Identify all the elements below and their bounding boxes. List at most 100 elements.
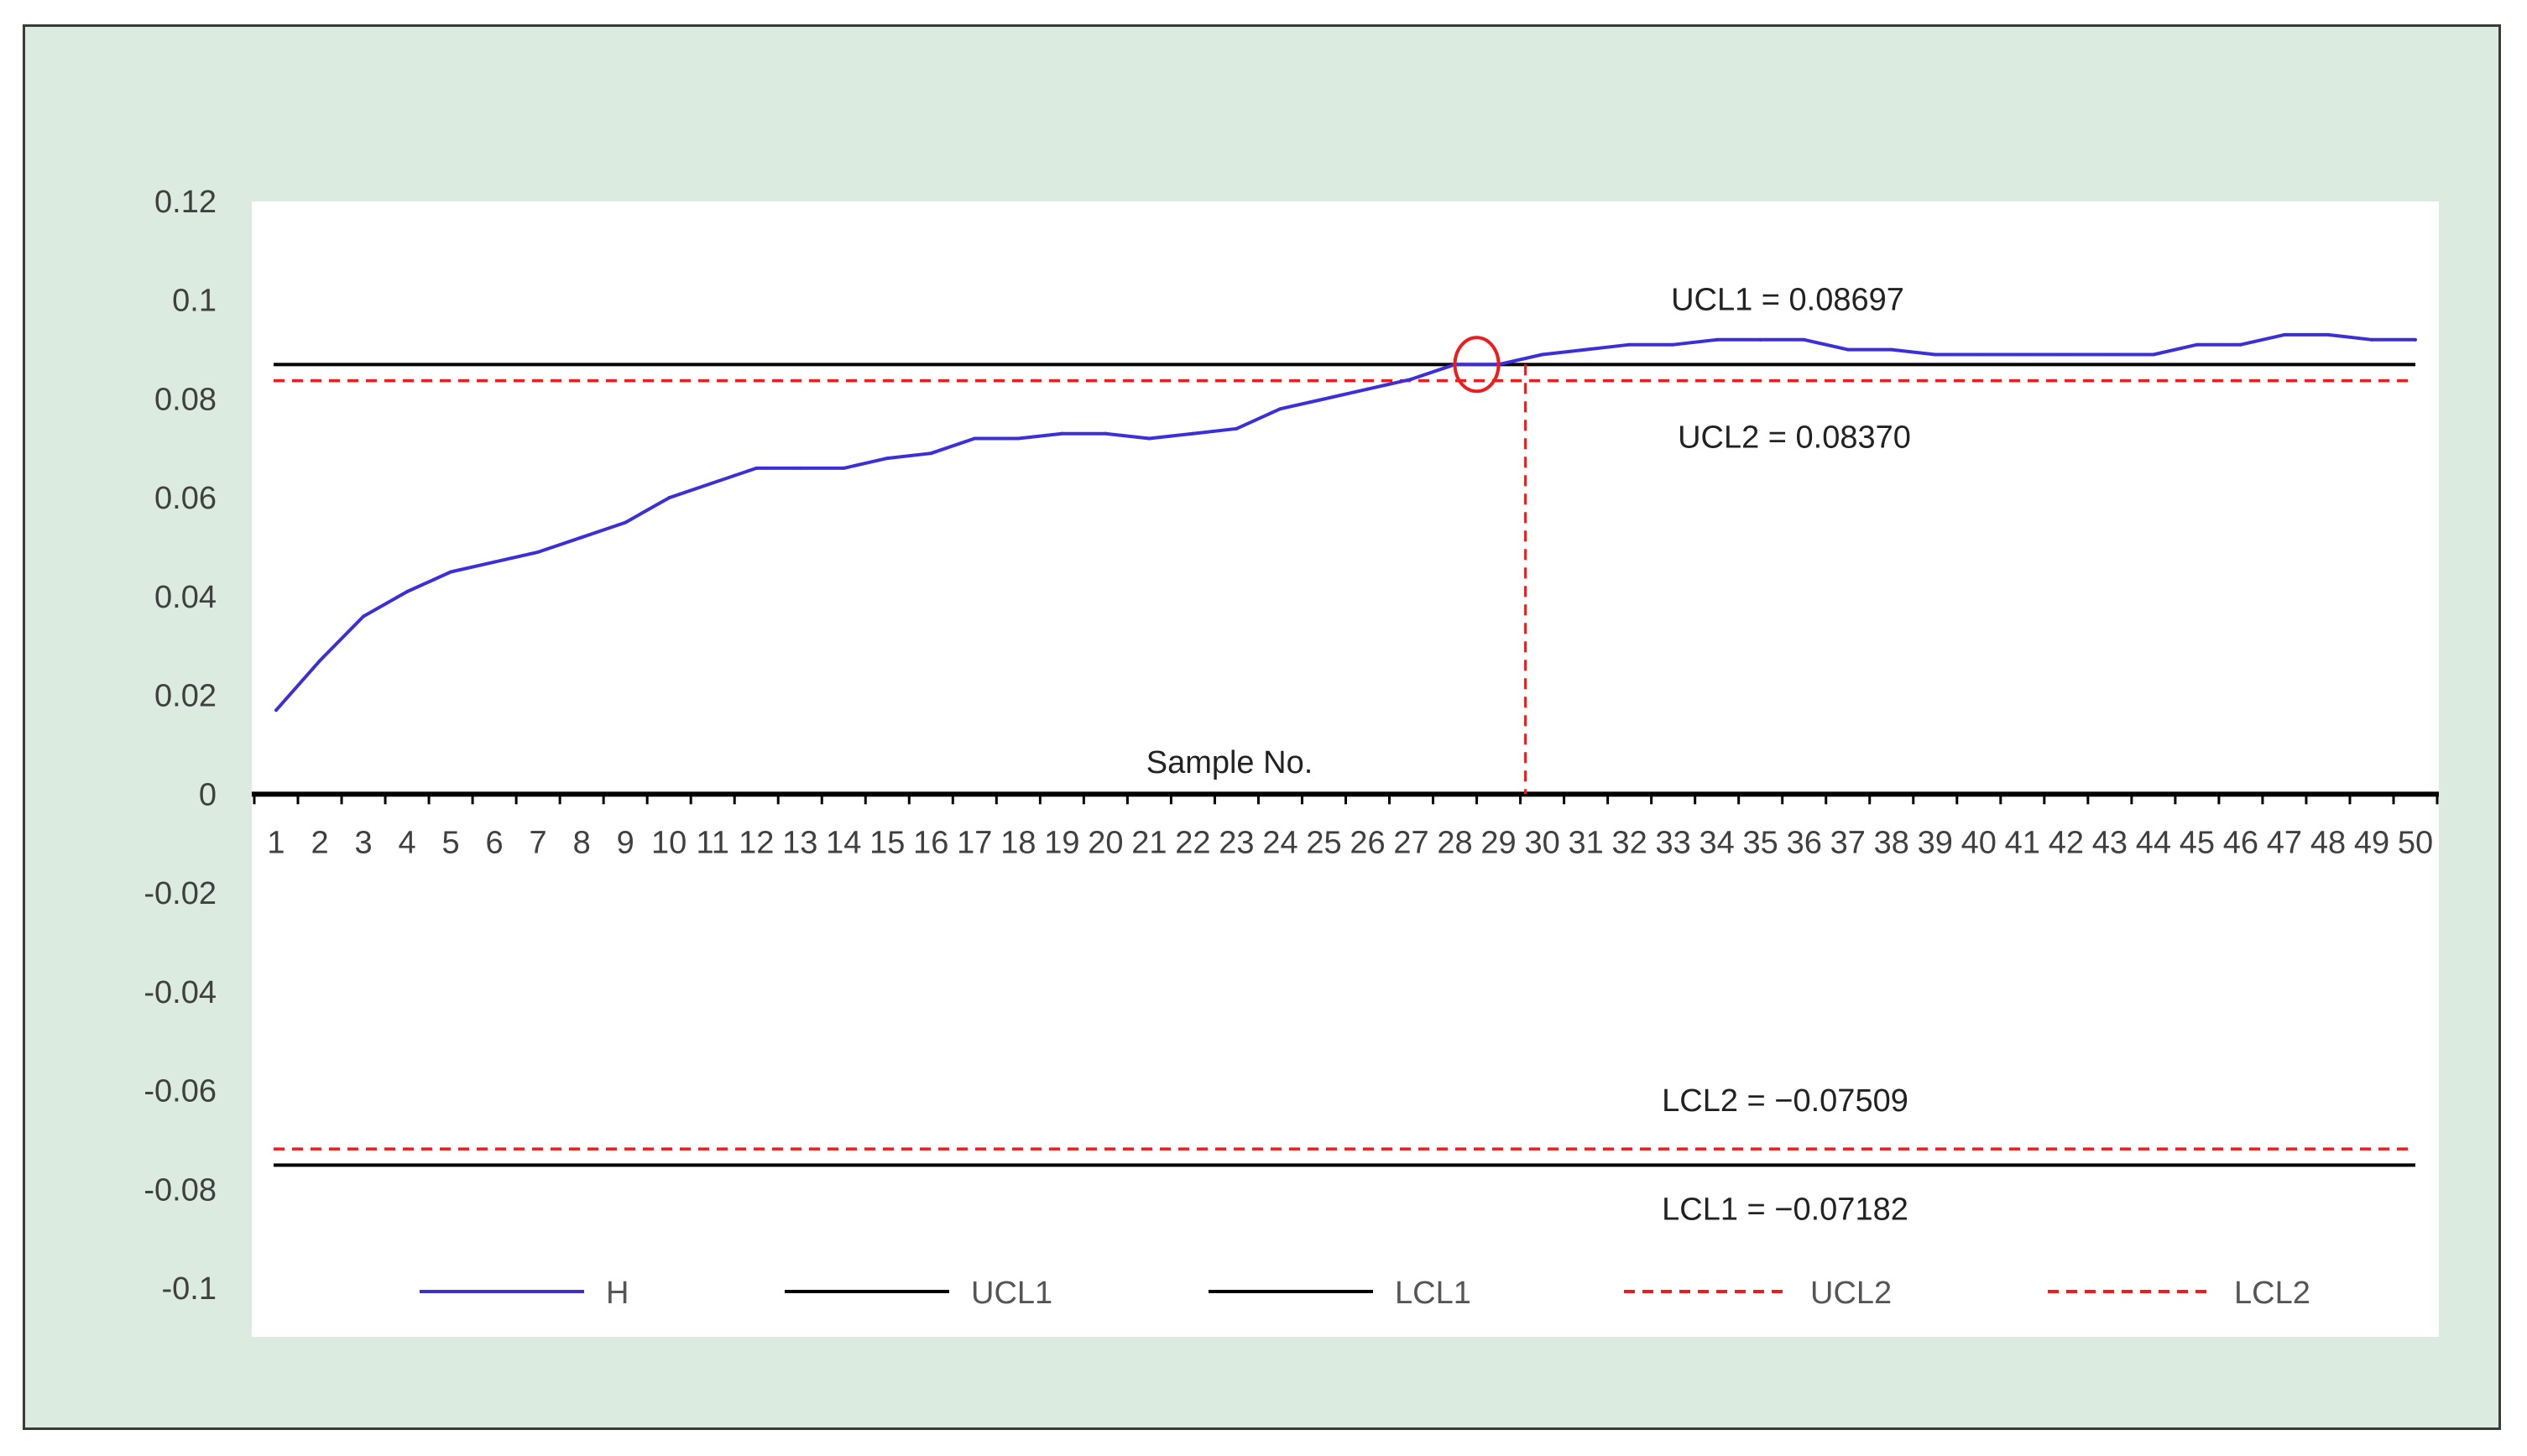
x-tick-label: 5	[442, 825, 460, 860]
x-tick-label: 6	[486, 825, 504, 860]
series-h-point	[2064, 352, 2068, 357]
series-h-point	[2151, 352, 2155, 357]
legend-label: H	[606, 1276, 629, 1311]
series-h-point	[1671, 342, 1675, 347]
x-axis-title: Sample No.	[1146, 745, 1313, 780]
series-h-point	[536, 550, 540, 554]
x-tick-label: 14	[826, 825, 861, 860]
x-tick-label: 29	[1480, 825, 1516, 860]
x-tick-label: 20	[1088, 825, 1123, 860]
series-h-point	[885, 457, 890, 461]
series-h-point	[711, 481, 715, 485]
series-h-point	[1191, 431, 1195, 436]
x-tick-label: 19	[1044, 825, 1079, 860]
x-tick-label: 9	[617, 825, 634, 860]
y-tick-label: 0.04	[154, 580, 217, 615]
legend-item-lcl1: LCL1	[1209, 1276, 1471, 1311]
y-tick-label: -0.04	[144, 975, 217, 1010]
y-tick-label: -0.08	[144, 1172, 217, 1208]
x-tick-label: 26	[1350, 825, 1385, 860]
x-tick-label: 36	[1787, 825, 1822, 860]
legend-label: LCL1	[1395, 1276, 1471, 1311]
annotation-label: UCL2 = 0.08370	[1678, 420, 1911, 456]
legend: H UCL1 LCL1 UCL2 LCL2	[420, 1276, 2310, 1311]
y-tick-label: 0.08	[154, 382, 217, 417]
x-tick-label: 24	[1262, 825, 1297, 860]
x-tick-label: 43	[2092, 825, 2128, 860]
series-h-point	[274, 708, 278, 712]
annotations: UCL1 = 0.08697 UCL2 = 0.08370 LCL2 = −0.07…	[1662, 282, 1911, 1227]
series-h-point	[2326, 332, 2330, 337]
series-h-point	[405, 590, 410, 594]
series-h-point	[1846, 347, 1850, 352]
x-tick-label: 3	[354, 825, 372, 860]
x-tick-label: 28	[1437, 825, 1472, 860]
series-h-point	[1933, 352, 1937, 357]
x-tick-label: 18	[1000, 825, 1036, 860]
annotation-label: LCL1 = −0.07182	[1662, 1192, 1908, 1227]
series-h-point	[449, 570, 453, 574]
x-tick-label: 12	[739, 825, 774, 860]
x-tick-label: 44	[2136, 825, 2171, 860]
series-h-point	[798, 466, 802, 470]
series-h-point	[2369, 337, 2373, 342]
x-tick-label: 30	[1524, 825, 1559, 860]
series-h-point	[1584, 347, 1588, 352]
series-h-point	[1322, 397, 1326, 401]
legend-item-lcl2: LCL2	[2048, 1276, 2310, 1311]
series-h-point	[929, 451, 933, 456]
series-h-point	[318, 659, 322, 663]
control-limit-lines	[274, 363, 2415, 1167]
series-h-point	[1235, 426, 1239, 431]
x-tick-label: 32	[1611, 825, 1647, 860]
crossing-highlight	[1453, 336, 1527, 795]
legend-label: LCL2	[2234, 1276, 2310, 1311]
y-tick-label: 0.1	[172, 284, 217, 319]
x-tick-label: 10	[651, 825, 687, 860]
series-h-point	[1409, 377, 1413, 381]
x-tick-label: 22	[1175, 825, 1210, 860]
series-h-point	[1540, 352, 1544, 357]
x-tick-label: 16	[913, 825, 948, 860]
x-tick-label: 15	[869, 825, 905, 860]
series-h-point	[1758, 337, 1762, 342]
y-tick-label: -0.06	[144, 1074, 217, 1109]
x-tick-label: 49	[2354, 825, 2389, 860]
x-tick-label: 39	[1918, 825, 1953, 860]
x-tick-label: 34	[1699, 825, 1735, 860]
x-tick-label: 7	[530, 825, 547, 860]
series-h-point	[1889, 347, 1893, 352]
highlight-circle	[1453, 336, 1501, 394]
series-h-point	[2282, 332, 2286, 337]
y-tick-label: 0.06	[154, 481, 217, 516]
x-tick-label: 42	[2049, 825, 2084, 860]
series-h-point	[1016, 436, 1021, 441]
x-tick-label: 33	[1656, 825, 1691, 860]
series-h-point	[2107, 352, 2112, 357]
y-tick-label: -0.1	[162, 1271, 217, 1307]
x-tick-label: 25	[1306, 825, 1341, 860]
x-tick-label: 11	[696, 825, 728, 860]
x-tick-label: 48	[2310, 825, 2346, 860]
x-tick-label: 23	[1219, 825, 1254, 860]
legend-label: UCL2	[1810, 1276, 1892, 1311]
y-axis-tick-labels: 0.12 0.1 0.08 0.06 0.04 0.02 0 -0.02 -0.04 -0.06 -…	[144, 185, 217, 1307]
y-tick-label: 0.02	[154, 679, 217, 714]
series-h-point	[580, 535, 584, 540]
series-h	[274, 332, 2417, 712]
x-axis	[252, 791, 2439, 805]
x-tick-label: 50	[2398, 825, 2433, 860]
x-tick-label: 4	[398, 825, 415, 860]
x-tick-label: 37	[1830, 825, 1866, 860]
series-h-point	[973, 436, 977, 441]
legend-item-ucl2: UCL2	[1624, 1276, 1892, 1311]
series-h-point	[1715, 337, 1719, 342]
x-tick-label: 2	[311, 825, 328, 860]
series-h-point	[1802, 337, 1806, 342]
series-h-point	[1104, 431, 1108, 436]
series-h-point	[624, 520, 628, 524]
legend-item-h: H	[420, 1276, 629, 1311]
y-tick-label: -0.02	[144, 876, 217, 911]
annotation-label: LCL2 = −0.07509	[1662, 1083, 1908, 1119]
